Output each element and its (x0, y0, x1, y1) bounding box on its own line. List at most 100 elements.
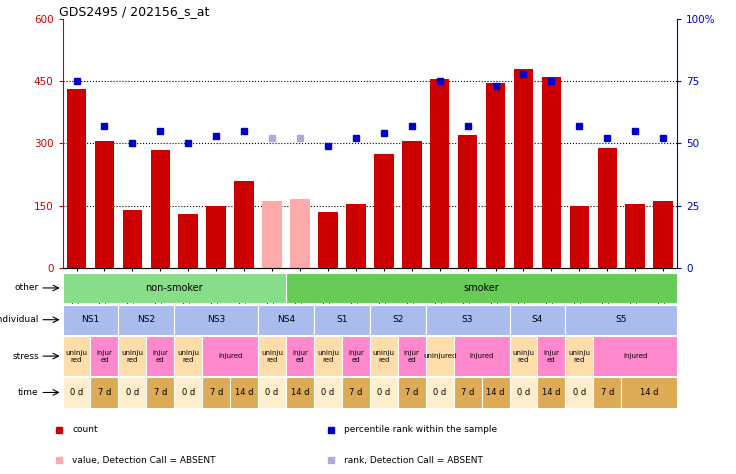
Bar (314, 377, 342, 408)
Text: S5: S5 (615, 315, 627, 324)
Bar (174, 377, 202, 408)
Text: 14 d: 14 d (291, 388, 309, 397)
Text: individual: individual (0, 315, 39, 324)
Text: 14 d: 14 d (235, 388, 253, 397)
Bar (370, 377, 397, 408)
Text: NS2: NS2 (138, 315, 155, 324)
Bar (286, 273, 677, 303)
Text: S1: S1 (336, 315, 347, 324)
Bar (425, 337, 453, 376)
Bar (63, 305, 118, 335)
Bar (342, 337, 369, 376)
Bar (626, 203, 645, 268)
Bar (179, 214, 198, 268)
Bar (67, 90, 86, 268)
Bar (374, 154, 394, 268)
Bar (593, 337, 677, 376)
Text: 0 d: 0 d (433, 388, 446, 397)
Text: NS1: NS1 (82, 315, 99, 324)
Text: injur
ed: injur ed (292, 350, 308, 363)
Bar (286, 377, 314, 408)
Text: rank, Detection Call = ABSENT: rank, Detection Call = ABSENT (344, 456, 484, 465)
Bar (146, 337, 174, 376)
Bar (458, 135, 478, 268)
Text: 0 d: 0 d (266, 388, 279, 397)
Text: uninju
red: uninju red (121, 350, 144, 363)
Bar (146, 377, 174, 408)
Bar (230, 377, 258, 408)
Bar (537, 377, 565, 408)
Bar (425, 377, 453, 408)
Bar (342, 377, 369, 408)
Bar (258, 305, 314, 335)
Text: smoker: smoker (464, 283, 500, 293)
Bar (91, 337, 118, 376)
Bar (63, 377, 91, 408)
Text: injur
ed: injur ed (543, 350, 559, 363)
Text: injur
ed: injur ed (404, 350, 420, 363)
Bar (654, 201, 673, 268)
Text: S3: S3 (462, 315, 473, 324)
Text: uninju
red: uninju red (512, 350, 534, 363)
Bar (565, 305, 677, 335)
Bar (258, 377, 286, 408)
Bar (565, 377, 593, 408)
Text: injur
ed: injur ed (152, 350, 169, 363)
Text: uninjured: uninjured (423, 353, 456, 359)
Bar (570, 206, 589, 268)
Text: uninju
red: uninju red (261, 350, 283, 363)
Text: injur
ed: injur ed (96, 350, 113, 363)
Bar (262, 201, 282, 268)
Bar (370, 305, 425, 335)
Bar (286, 337, 314, 376)
Text: S2: S2 (392, 315, 403, 324)
Bar (486, 83, 506, 268)
Text: uninju
red: uninju red (177, 350, 199, 363)
Bar (123, 210, 142, 268)
Bar (370, 337, 397, 376)
Bar (509, 305, 565, 335)
Bar (91, 377, 118, 408)
Bar (290, 200, 310, 268)
Text: uninju
red: uninju red (373, 350, 394, 363)
Text: 7 d: 7 d (98, 388, 111, 397)
Text: 7 d: 7 d (461, 388, 474, 397)
Bar (63, 337, 91, 376)
Text: stress: stress (13, 352, 39, 361)
Bar (206, 206, 226, 268)
Text: 7 d: 7 d (210, 388, 223, 397)
Bar (621, 377, 677, 408)
Text: 0 d: 0 d (517, 388, 530, 397)
Bar (397, 377, 425, 408)
Text: count: count (72, 425, 98, 434)
Bar (174, 337, 202, 376)
Bar (346, 203, 366, 268)
Text: injured: injured (470, 353, 494, 359)
Bar (593, 377, 621, 408)
Bar (598, 147, 617, 268)
Text: 7 d: 7 d (154, 388, 167, 397)
Bar (514, 69, 534, 268)
Bar (118, 305, 174, 335)
Text: NS4: NS4 (277, 315, 295, 324)
Bar (481, 377, 509, 408)
Text: injured: injured (218, 353, 242, 359)
Bar (314, 337, 342, 376)
Bar (397, 337, 425, 376)
Text: non-smoker: non-smoker (146, 283, 203, 293)
Bar (537, 337, 565, 376)
Bar (425, 305, 509, 335)
Text: other: other (15, 283, 39, 292)
Bar (509, 337, 537, 376)
Text: GDS2495 / 202156_s_at: GDS2495 / 202156_s_at (60, 5, 210, 18)
Text: 7 d: 7 d (405, 388, 419, 397)
Text: injur
ed: injur ed (348, 350, 364, 363)
Text: uninju
red: uninju red (317, 350, 339, 363)
Bar (509, 377, 537, 408)
Bar (95, 141, 114, 268)
Bar (314, 305, 370, 335)
Bar (453, 377, 481, 408)
Text: injured: injured (623, 353, 648, 359)
Text: value, Detection Call = ABSENT: value, Detection Call = ABSENT (72, 456, 216, 465)
Text: 0 d: 0 d (182, 388, 195, 397)
